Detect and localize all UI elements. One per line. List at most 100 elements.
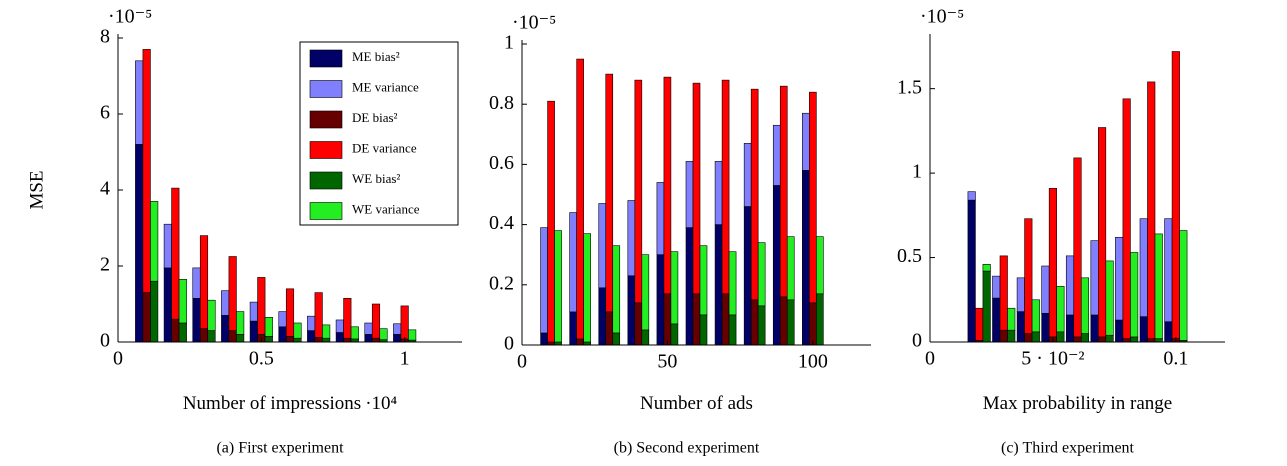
y-multiplier: ·10⁻⁵	[108, 6, 152, 28]
bar-segment	[757, 305, 766, 346]
bar-segment	[627, 275, 636, 346]
bar-segment	[663, 76, 672, 295]
y-tick-label: 0.2	[489, 272, 514, 294]
y-tick-label: 0	[504, 333, 514, 355]
bar-segment	[293, 322, 302, 339]
bar-segment	[343, 297, 352, 339]
bar-segment	[612, 245, 621, 334]
x-tick-label: 50	[657, 351, 677, 373]
legend-swatch	[309, 141, 343, 159]
bar-segment	[142, 49, 151, 293]
y-tick-label: 2	[100, 254, 110, 276]
y-tick-label: 0	[912, 330, 922, 352]
bar-segment	[293, 337, 302, 343]
caption: (b) Second experiment	[614, 440, 760, 457]
x-tick-label: 0	[925, 348, 935, 370]
bar-segment	[786, 299, 795, 346]
x-axis-label: Number of impressions ·10⁴	[183, 393, 398, 414]
bar-segment	[1098, 336, 1107, 343]
legend-label: WE variance	[352, 201, 420, 216]
bar-segment	[199, 328, 209, 343]
bar-segment	[992, 275, 1001, 299]
bar-segment	[314, 337, 323, 343]
legend-swatch	[309, 171, 343, 190]
bar-segment	[236, 334, 245, 343]
bar-segment	[207, 299, 216, 331]
bar-segment	[1031, 331, 1040, 343]
bar-segment	[605, 311, 614, 346]
bar-segment	[1154, 338, 1163, 343]
bar-segment	[809, 302, 817, 346]
y-tick-label: 0	[100, 330, 110, 352]
bar-segment	[1041, 312, 1050, 343]
bar-segment	[663, 293, 672, 346]
bar-segment	[1007, 329, 1016, 343]
y-tick-label: 6	[100, 102, 110, 124]
bar-segment	[285, 288, 295, 337]
bar-segment	[967, 199, 976, 343]
bar-segment	[772, 124, 781, 186]
y-tick-label: 0.6	[489, 152, 514, 174]
bar-segment	[1105, 334, 1114, 343]
y-tick-label: 1	[504, 32, 514, 54]
bar-segment	[192, 267, 201, 299]
bar-segment	[150, 280, 159, 343]
bar-segment	[721, 293, 730, 346]
bar-segment	[685, 161, 694, 228]
bar-segment	[1090, 314, 1099, 343]
x-axis-label-text: Max probability in range	[983, 393, 1172, 414]
y-tick-label: 0.5	[897, 245, 922, 267]
bar-segment	[975, 307, 984, 341]
bar-segment	[816, 236, 824, 295]
bar-segment	[802, 112, 810, 171]
bar-segment	[307, 330, 316, 343]
bar-segment	[1065, 314, 1075, 343]
bar-segment	[150, 201, 159, 282]
y-tick-label: 1.5	[897, 76, 922, 98]
bar-segment	[982, 270, 991, 343]
bar-segment	[547, 100, 555, 343]
bar-segment	[1065, 255, 1075, 316]
bar-segment	[576, 338, 584, 346]
bar-segment	[1016, 277, 1025, 312]
bar-segment	[207, 330, 216, 343]
x-axis-label-text: Number of impressions	[183, 393, 361, 414]
y-tick-label: 0.4	[489, 212, 514, 234]
x-multiplier: ·10⁴	[365, 393, 397, 414]
bar-segment	[1105, 260, 1114, 336]
bar-segment	[576, 58, 584, 340]
bar-segment	[1056, 285, 1065, 333]
bar-segment	[728, 251, 737, 316]
bar-segment	[142, 292, 151, 343]
bar-segment	[750, 88, 759, 301]
legend-swatch	[309, 80, 343, 98]
bar-segment	[314, 292, 323, 338]
x-axis-label-text: Number of ads	[640, 393, 753, 414]
bar-segment	[228, 330, 237, 343]
legend-label: DE variance	[352, 140, 417, 155]
bar-segment	[307, 315, 316, 331]
bar-segment	[1048, 188, 1057, 338]
bar-segment	[569, 311, 577, 346]
bar-segment	[371, 303, 381, 339]
bar-segment	[634, 302, 643, 346]
bar-segment	[721, 79, 730, 295]
x-tick-label: 0.5	[249, 348, 274, 370]
bar-segment	[992, 297, 1001, 343]
bar-segment	[779, 85, 788, 298]
bar-segment	[1122, 98, 1131, 339]
bar-segment	[714, 224, 723, 346]
bar-segment	[1122, 338, 1131, 343]
bar-segment	[192, 297, 201, 343]
bar-segment	[350, 326, 359, 340]
bar-segment	[612, 332, 621, 346]
bar-segment	[1115, 319, 1124, 343]
bar-segment	[634, 79, 643, 304]
legend-label: ME bias²	[352, 49, 400, 64]
y-tick-label: 0.8	[489, 92, 514, 114]
x-tick-label: 1	[400, 348, 410, 370]
bar-segment	[569, 212, 577, 313]
bar-segment	[322, 324, 331, 339]
bar-segment	[400, 305, 409, 340]
